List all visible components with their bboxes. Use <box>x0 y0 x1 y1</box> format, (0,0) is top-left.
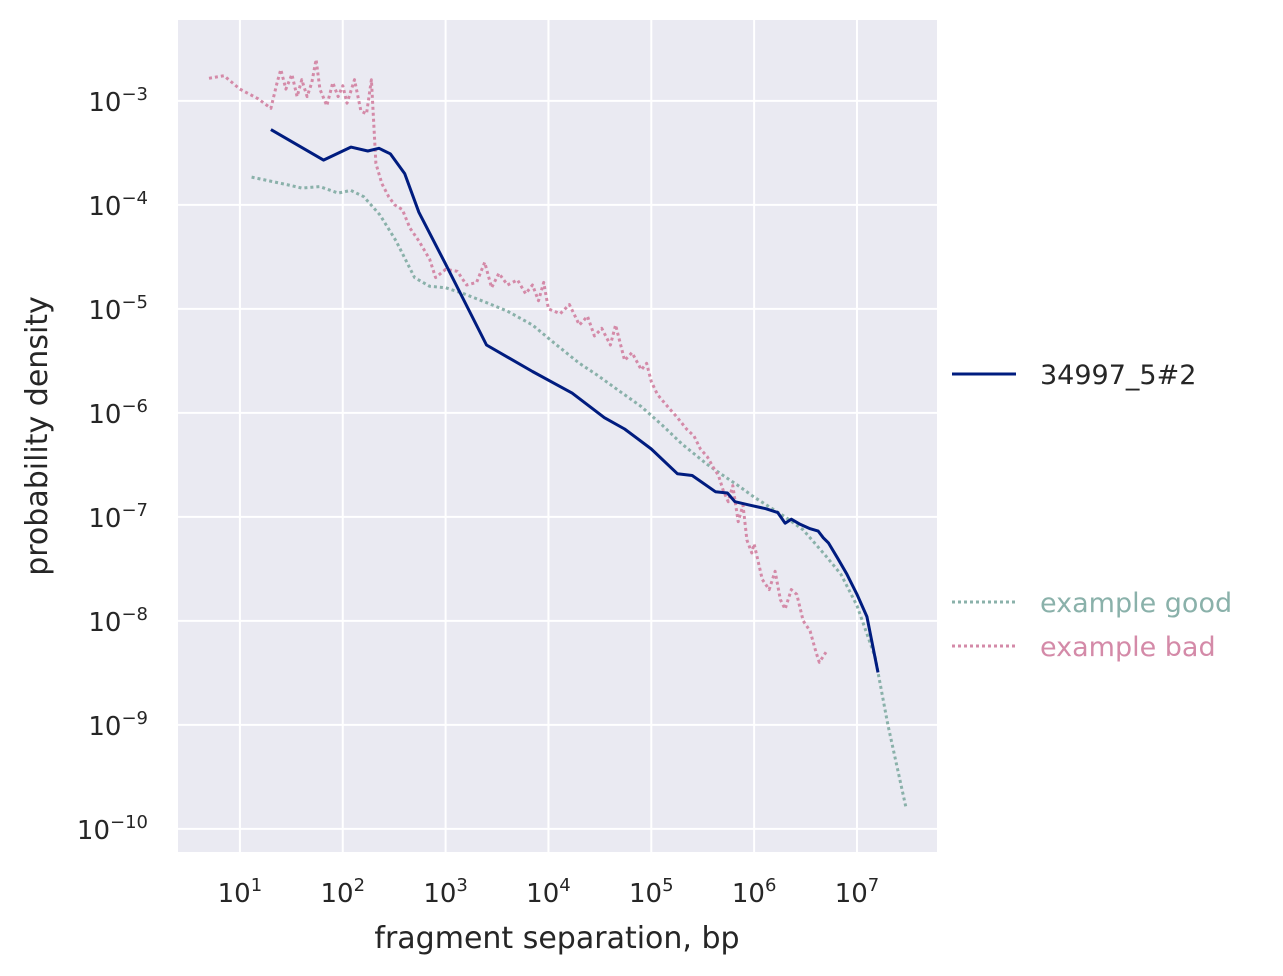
y-tick-exponent: −7 <box>121 500 148 521</box>
y-tick-base: 10 <box>77 816 110 846</box>
y-tick-exponent: −9 <box>121 708 148 729</box>
x-tick-exponent: 3 <box>456 875 467 896</box>
y-tick-base: 10 <box>88 712 121 742</box>
y-axis-label: probability density <box>20 296 55 576</box>
y-tick-label: 10−3 <box>88 84 148 118</box>
x-tick-label: 104 <box>526 875 571 909</box>
y-tick-exponent: −10 <box>110 812 148 833</box>
y-tick-label: 10−6 <box>88 396 148 430</box>
grid-lines <box>178 20 937 852</box>
series-line-1 <box>251 175 908 809</box>
y-tick-exponent: −8 <box>121 604 148 625</box>
y-tick-base: 10 <box>88 88 121 118</box>
x-tick-exponent: 1 <box>251 875 262 896</box>
x-tick-label: 103 <box>423 875 468 909</box>
x-tick-label: 107 <box>835 875 880 909</box>
x-tick-base: 10 <box>218 879 251 909</box>
x-tick-exponent: 5 <box>662 875 673 896</box>
y-tick-base: 10 <box>88 608 121 638</box>
y-tick-label: 10−10 <box>77 812 148 846</box>
y-tick-label: 10−4 <box>88 188 148 222</box>
series-line-2 <box>208 58 828 664</box>
series-lines <box>208 58 908 809</box>
x-tick-label: 102 <box>320 875 365 909</box>
legend-label: example good <box>1040 588 1232 619</box>
y-tick-base: 10 <box>88 296 121 326</box>
y-tick-label: 10−7 <box>88 500 148 534</box>
y-tick-label: 10−9 <box>88 708 148 742</box>
y-tick-labels: 10−310−410−510−610−710−810−910−10 <box>77 84 148 846</box>
legend-label: 34997_5#2 <box>1040 360 1196 391</box>
x-tick-base: 10 <box>423 879 456 909</box>
plot-area-background <box>178 20 937 852</box>
x-tick-base: 10 <box>835 879 868 909</box>
x-tick-base: 10 <box>629 879 662 909</box>
y-tick-label: 10−5 <box>88 292 148 326</box>
x-tick-exponent: 6 <box>765 875 776 896</box>
x-tick-exponent: 7 <box>868 875 879 896</box>
legend-label: example bad <box>1040 632 1216 663</box>
x-axis-label: fragment separation, bp <box>374 921 739 956</box>
x-tick-base: 10 <box>526 879 559 909</box>
x-tick-label: 106 <box>732 875 777 909</box>
x-tick-label: 105 <box>629 875 674 909</box>
y-tick-exponent: −5 <box>121 292 148 313</box>
y-tick-label: 10−8 <box>88 604 148 638</box>
x-tick-exponent: 2 <box>354 875 365 896</box>
y-tick-base: 10 <box>88 400 121 430</box>
x-tick-label: 101 <box>218 875 263 909</box>
y-tick-base: 10 <box>88 192 121 222</box>
y-tick-exponent: −4 <box>121 188 148 209</box>
x-tick-labels: 101 102 103 104 105 106 107 <box>218 875 880 909</box>
x-tick-base: 10 <box>732 879 765 909</box>
x-tick-exponent: 4 <box>559 875 570 896</box>
x-tick-base: 10 <box>320 879 353 909</box>
y-tick-base: 10 <box>88 504 121 534</box>
y-tick-exponent: −3 <box>121 84 148 105</box>
series-line-0 <box>270 128 880 673</box>
y-tick-exponent: −6 <box>121 396 148 417</box>
